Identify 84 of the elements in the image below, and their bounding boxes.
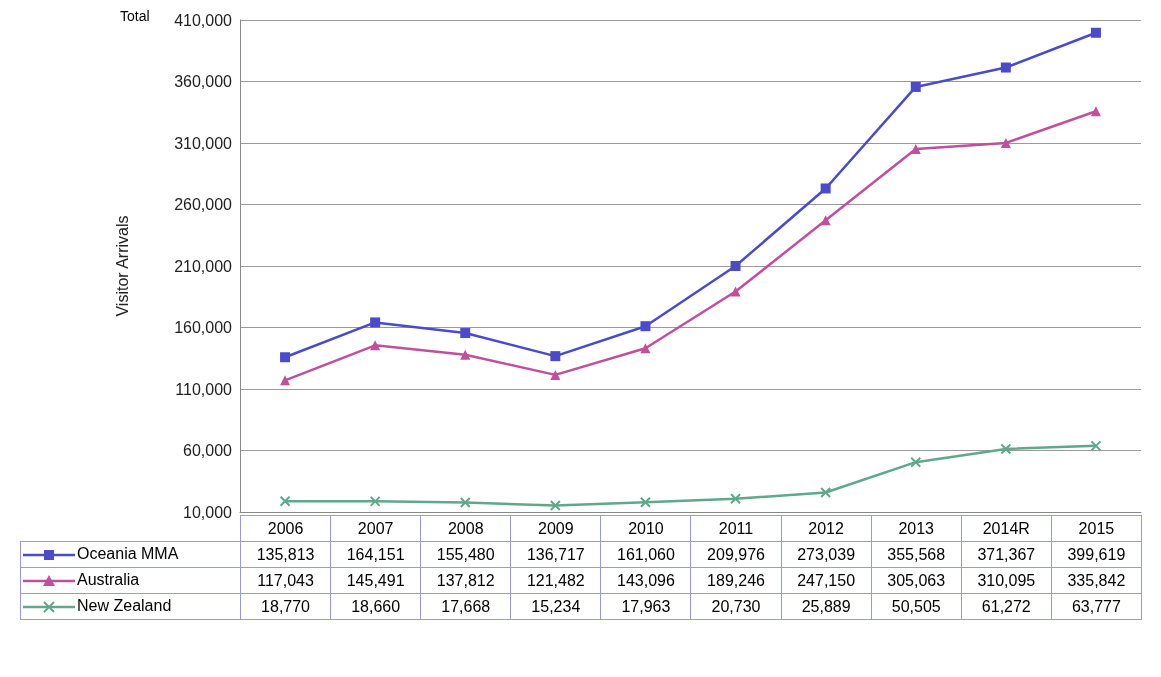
y-axis-title: Visitor Arrivals <box>113 215 131 317</box>
data-label: 161,060 <box>600 541 691 568</box>
point <box>1090 27 1101 38</box>
point <box>820 215 831 226</box>
data-label: 305,063 <box>871 567 962 594</box>
legend-label: Australia <box>20 567 241 594</box>
point <box>910 144 921 155</box>
data-label: 247,150 <box>781 567 872 594</box>
y-tick-label: 160,000 <box>174 319 233 336</box>
point <box>460 349 471 360</box>
data-label: 18,770 <box>240 593 331 620</box>
data-label: 15,234 <box>510 593 601 620</box>
x-tick-label: 2011 <box>690 515 782 542</box>
data-label: 18,660 <box>330 593 421 620</box>
data-label: 310,095 <box>961 567 1052 594</box>
data-label: 136,717 <box>510 541 601 568</box>
data-label: 145,491 <box>330 567 421 594</box>
point <box>640 321 651 332</box>
y-tick-label: 310,000 <box>174 134 233 152</box>
point <box>550 369 561 380</box>
y-tick-label: 210,000 <box>174 257 233 275</box>
point <box>279 495 291 507</box>
y-tick-label: 10,000 <box>183 503 233 521</box>
point <box>280 352 291 363</box>
point <box>910 81 921 92</box>
x-tick-label: 2007 <box>330 515 421 542</box>
data-label: 143,096 <box>600 567 691 594</box>
point <box>639 496 651 508</box>
point <box>730 493 742 505</box>
data-label: 17,963 <box>600 593 691 620</box>
data-label: 273,039 <box>781 541 872 568</box>
point <box>280 375 291 386</box>
point <box>369 495 381 507</box>
x-tick-label: 2010 <box>600 515 691 542</box>
point <box>820 486 832 498</box>
data-label: 61,272 <box>961 593 1052 620</box>
x-tick-label: 2006 <box>240 515 331 542</box>
data-label: 121,482 <box>510 567 601 594</box>
point <box>730 261 741 272</box>
text: Total <box>120 8 150 24</box>
data-label: 50,505 <box>871 593 962 620</box>
data-label: 399,619 <box>1051 541 1142 568</box>
point <box>730 286 741 297</box>
point <box>550 351 561 362</box>
y-tick-label: 260,000 <box>174 196 233 213</box>
y-tick-label: 410,000 <box>174 11 233 29</box>
x-tick-label: 2014R <box>961 515 1052 542</box>
data-label: 117,043 <box>240 567 331 594</box>
x-tick-label: 2015 <box>1051 515 1142 542</box>
x-tick-label: 2009 <box>510 515 601 542</box>
data-label: 20,730 <box>690 593 782 620</box>
data-label: 17,668 <box>420 593 511 620</box>
point <box>459 497 471 509</box>
data-label: 135,813 <box>240 541 331 568</box>
data-label: 63,777 <box>1051 593 1142 620</box>
x-tick-label: 2008 <box>420 515 511 542</box>
point <box>1000 137 1011 148</box>
point <box>370 340 381 351</box>
data-label: 209,976 <box>690 541 782 568</box>
data-label: 355,568 <box>871 541 962 568</box>
data-label: 189,246 <box>690 567 782 594</box>
point <box>820 183 831 194</box>
legend-label: New Zealand <box>20 593 241 620</box>
x-tick-label: 2012 <box>781 515 872 542</box>
x-tick-label: 2013 <box>871 515 962 542</box>
point <box>640 343 651 354</box>
y-tick-label: 60,000 <box>183 442 233 459</box>
point <box>370 317 381 328</box>
legend-label: Oceania MMA <box>20 541 241 568</box>
data-label: 335,842 <box>1051 567 1142 594</box>
y-tick-label: 110,000 <box>175 380 233 398</box>
point <box>1090 440 1102 452</box>
data-label: 25,889 <box>781 593 872 620</box>
point <box>1090 106 1101 117</box>
y-tick-label: 360,000 <box>174 73 233 90</box>
point <box>549 500 561 512</box>
data-label: 371,367 <box>961 541 1052 568</box>
data-label: 155,480 <box>420 541 511 568</box>
point <box>910 456 922 468</box>
point <box>1000 443 1012 455</box>
data-label: 164,151 <box>330 541 421 568</box>
data-label: 137,812 <box>420 567 511 594</box>
point <box>1000 62 1011 73</box>
point <box>460 328 471 339</box>
